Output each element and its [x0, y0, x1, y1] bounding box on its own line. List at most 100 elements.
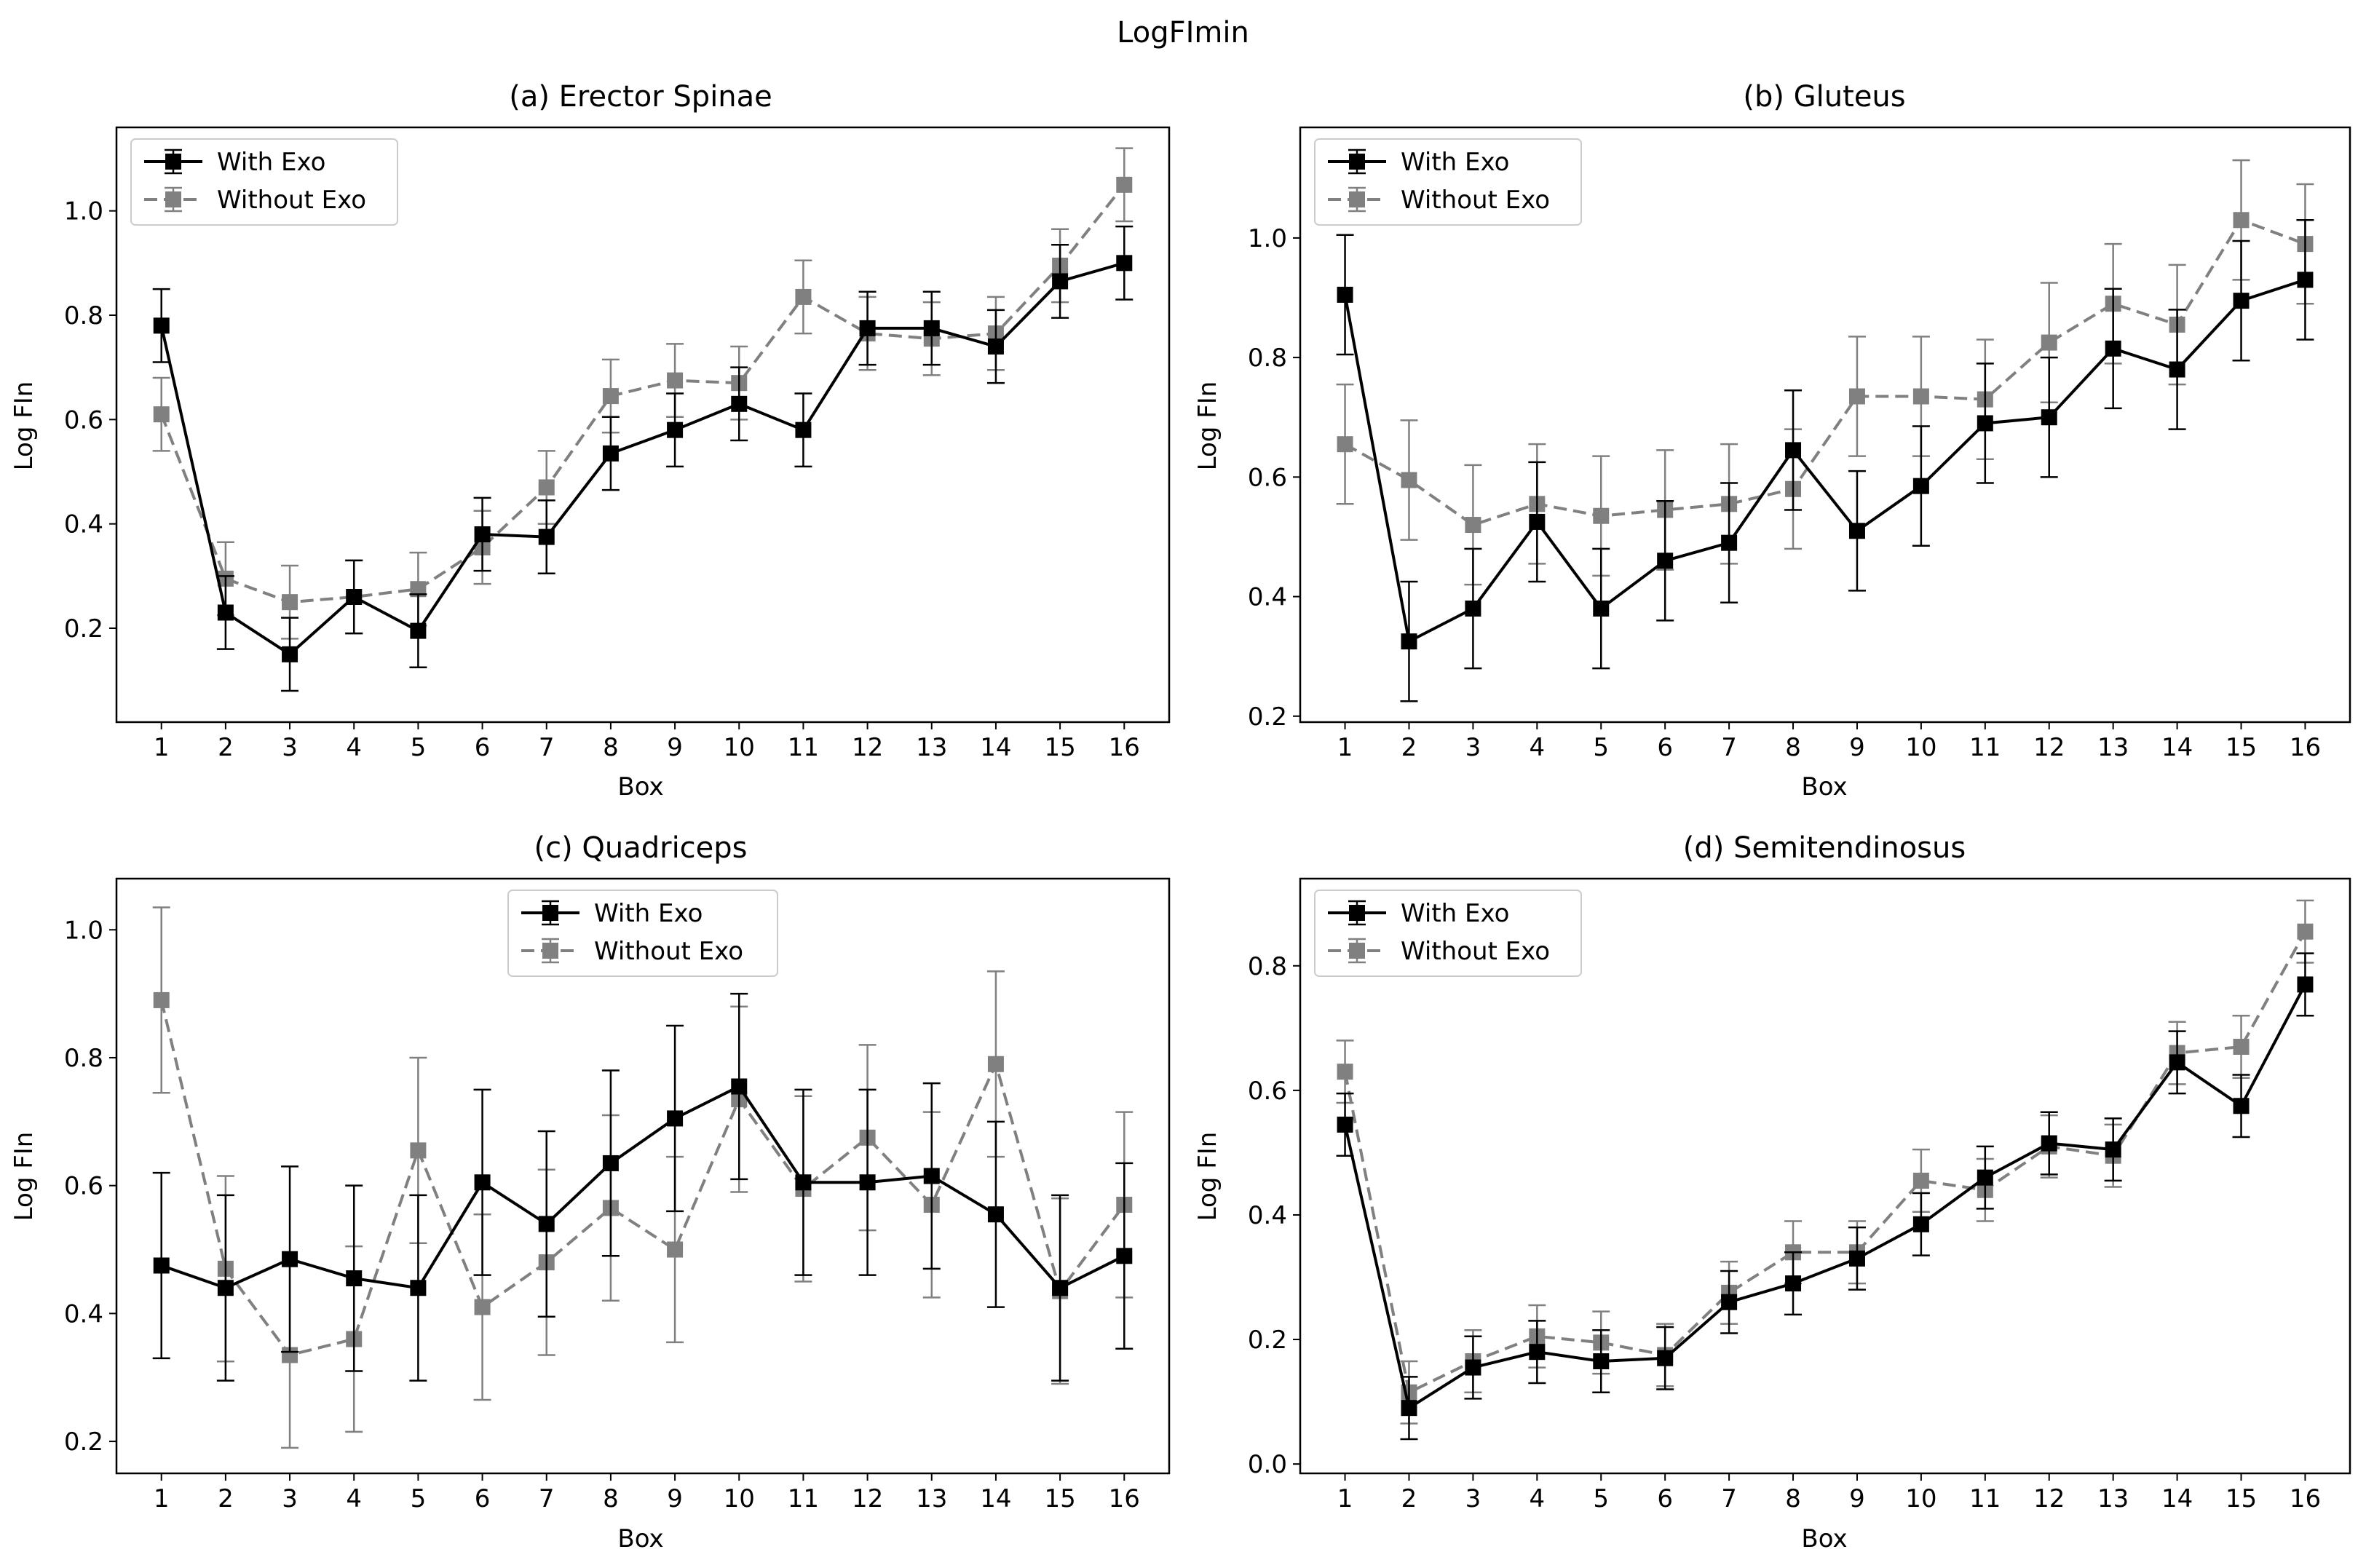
panel-b-data-point: [2041, 409, 2057, 426]
panel-d-legend-marker: [1349, 905, 1365, 921]
panel-b-data-point: [1401, 472, 1417, 488]
panel-a-data-point: [538, 528, 555, 545]
panel-a-data-point: [795, 421, 812, 438]
panel-d-x-tick-label: 5: [1593, 1484, 1609, 1513]
panel-a-x-tick-label: 11: [788, 733, 819, 762]
panel-d-data-point: [1848, 1250, 1865, 1267]
panel-a-xlabel: Box: [617, 772, 663, 801]
panel-d-data-point: [1401, 1400, 1417, 1417]
panel-c-y-tick-label: 0.8: [64, 1044, 103, 1073]
panel-c-title: (c) Quadriceps: [534, 831, 747, 865]
panel-a-x-tick-label: 12: [852, 733, 883, 762]
panel-c-y-tick-label: 0.4: [64, 1299, 103, 1329]
panel-a-data-point: [602, 445, 619, 462]
panel-c-data-point: [602, 1155, 619, 1171]
panel-d-x-tick-label: 11: [1969, 1484, 2001, 1513]
panel-a-data-point: [217, 604, 234, 621]
panel-b-y-tick-label: 1.0: [1248, 224, 1287, 253]
panel-a-x-tick-label: 13: [916, 733, 947, 762]
panel-b-axes-frame: [1299, 126, 2351, 724]
panel-b-data-point: [2041, 334, 2057, 351]
panel-b-legend-marker: [1349, 154, 1365, 170]
panel-c-data-point: [1052, 1280, 1069, 1296]
panel-d-data-point: [2233, 1038, 2250, 1055]
panel-a-data-point: [538, 479, 555, 496]
panel-b-x-tick-label: 3: [1465, 733, 1481, 762]
panel-b-data-point: [1848, 523, 1865, 539]
panel-d-data-point: [2233, 1098, 2250, 1114]
panel-b-data-point: [1848, 388, 1865, 405]
panel-b-data-point: [2297, 272, 2314, 288]
panel-a-y-tick-label: 0.4: [64, 510, 103, 539]
panel-a-data-point: [987, 338, 1004, 355]
panel-b-x-tick-label: 12: [2033, 733, 2065, 762]
panel-d-data-point: [1529, 1344, 1546, 1361]
panel-a-axes-frame: [115, 126, 1171, 724]
panel-c-x-tick-label: 10: [724, 1484, 755, 1513]
panel-d-x-tick-label: 8: [1785, 1484, 1801, 1513]
panel-d-series-with-exo: [1336, 952, 2314, 1441]
panel-d-data-point: [1785, 1275, 1802, 1292]
panel-d-x-tick-label: 15: [2225, 1484, 2257, 1513]
panel-d-x-tick-label: 14: [2161, 1484, 2193, 1513]
panel-d-title: (d) Semitendinosus: [1683, 831, 1966, 865]
panel-d-data-point: [2041, 1135, 2057, 1152]
panel-c-x-tick-label: 9: [667, 1484, 683, 1513]
panel-d-x-tick-label: 10: [1905, 1484, 1936, 1513]
panel-d-ylabel: Log FIn: [1193, 1132, 1222, 1221]
panel-d-x-tick-label: 16: [2290, 1484, 2321, 1513]
panel-d-data-point: [2169, 1054, 2185, 1071]
panel-c-data-point: [217, 1280, 234, 1296]
panel-d-x-tick-label: 1: [1337, 1484, 1353, 1513]
panel-c-data-point: [474, 1174, 491, 1191]
panel-a-x-tick-label: 14: [980, 733, 1011, 762]
panel-c-data-point: [346, 1270, 363, 1287]
panel-d-series-line: [1343, 983, 2307, 1411]
panel-b-data-point: [2169, 361, 2185, 378]
panel-c-data-point: [859, 1174, 876, 1191]
panel-a-data-point: [153, 406, 170, 423]
panel-c-ylabel: Log FIn: [9, 1132, 39, 1221]
panel-b-x-tick-label: 14: [2161, 733, 2193, 762]
panel-b-data-point: [1785, 442, 1802, 459]
panel-d-x-tick-label: 12: [2033, 1484, 2065, 1513]
panel-b-data-point: [2105, 340, 2121, 357]
panel-d-x-tick-label: 6: [1657, 1484, 1673, 1513]
panel-b-series-with-exo: [1336, 219, 2314, 702]
panel-b-x-tick-label: 9: [1849, 733, 1865, 762]
panel-b-x-tick-label: 8: [1785, 733, 1801, 762]
panel-d-data-point: [1337, 1064, 1353, 1080]
panel-d-data-point: [1465, 1359, 1481, 1376]
panel-d-y-tick-label: 0.8: [1248, 952, 1287, 981]
figure-title: LogFImin: [1117, 16, 1249, 50]
panel-d-xlabel: Box: [1801, 1524, 1847, 1553]
panel-c-x-tick-label: 8: [603, 1484, 619, 1513]
panel-a-legend-label: With Exo: [217, 148, 325, 177]
panel-c-x-tick-label: 12: [852, 1484, 883, 1513]
panel-a-data-point: [795, 288, 812, 305]
panel-b-x-tick-label: 15: [2225, 733, 2257, 762]
panel-a-x-tick-label: 8: [603, 733, 619, 762]
panel-c-data-point: [410, 1142, 427, 1159]
panel-c-legend-marker: [542, 905, 558, 921]
panel-c-series-without-exo: [152, 906, 1133, 1449]
panel-b-data-point: [1912, 478, 1929, 494]
panel-d-data-point: [2297, 923, 2314, 940]
panel-b-x-tick-label: 16: [2290, 733, 2321, 762]
panel-b-legend-marker: [1349, 191, 1365, 207]
panel-c-data-point: [410, 1280, 427, 1296]
panel-d-legend-label: With Exo: [1401, 899, 1509, 928]
panel-d-data-point: [1721, 1294, 1738, 1310]
panel-b-legend: With Exo Without Exo: [1314, 138, 1582, 226]
panel-d-series-line: [1343, 930, 2307, 1395]
panel-c-x-tick-label: 13: [916, 1484, 947, 1513]
panel-b-xlabel: Box: [1801, 772, 1847, 801]
panel-a-x-tick-label: 9: [667, 733, 683, 762]
panel-c-xlabel: Box: [617, 1524, 663, 1553]
panel-a-y-tick-label: 1.0: [64, 197, 103, 226]
panel-b-data-point: [1593, 600, 1610, 617]
panel-c-legend-label: With Exo: [594, 899, 703, 928]
panel-a-series-with-exo: [152, 225, 1133, 692]
panel-a-x-tick-label: 2: [218, 733, 234, 762]
